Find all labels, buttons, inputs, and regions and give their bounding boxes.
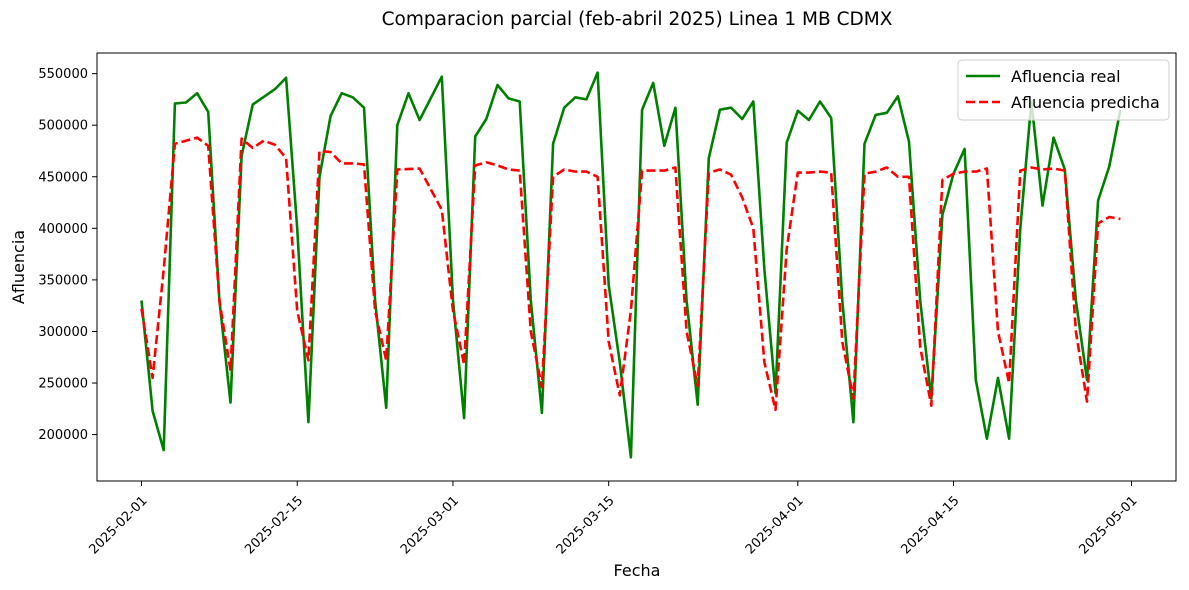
y-tick-label: 350000 xyxy=(38,273,88,288)
y-axis-title: Afluencia xyxy=(9,230,28,304)
chart-title: Comparacion parcial (feb-abril 2025) Lin… xyxy=(382,9,893,30)
y-tick-label: 300000 xyxy=(38,325,88,340)
x-axis-title: Fecha xyxy=(614,561,661,580)
legend: Afluencia real Afluencia predicha xyxy=(957,59,1170,121)
y-axis: 200000 250000 300000 350000 400000 450000 5000… xyxy=(38,67,97,443)
y-tick-label: 400000 xyxy=(38,222,88,237)
legend-label-real: Afluencia real xyxy=(1011,67,1121,86)
y-tick-label: 450000 xyxy=(38,170,88,185)
y-tick-label: 200000 xyxy=(38,428,88,443)
legend-label-predicted: Afluencia predicha xyxy=(1011,93,1160,112)
legend-box xyxy=(957,59,1170,121)
y-tick-label: 250000 xyxy=(38,377,88,392)
series-line-real xyxy=(140,71,1122,459)
series-line-predicted xyxy=(140,136,1121,412)
y-tick-label: 550000 xyxy=(38,67,88,82)
y-tick-label: 500000 xyxy=(38,119,88,134)
plot-area xyxy=(140,71,1122,459)
plot-frame xyxy=(96,52,1177,482)
